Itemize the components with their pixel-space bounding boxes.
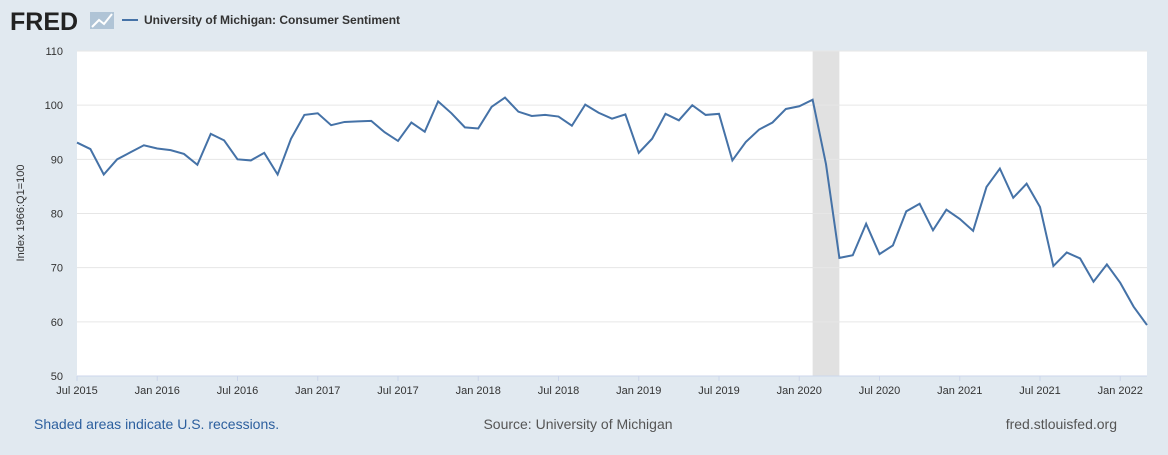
x-tick-label: Jan 2017 [295, 385, 340, 397]
series-line [76, 96, 1148, 326]
x-tick-label: Jan 2022 [1098, 385, 1143, 397]
y-tick-label: 100 [45, 100, 63, 112]
logo: FRED [10, 8, 78, 36]
x-tick-label: Jul 2018 [538, 385, 580, 397]
x-tick-label: Jan 2018 [456, 385, 501, 397]
x-tick-label: Jan 2020 [777, 385, 822, 397]
x-tick-label: Jul 2017 [377, 385, 419, 397]
source-note: Source: University of Michigan [483, 416, 672, 432]
y-tick-label: 80 [51, 209, 63, 221]
logo-icon [90, 12, 114, 29]
y-tick-label: 60 [51, 317, 63, 329]
x-tick-label: Jul 2019 [698, 385, 740, 397]
x-tick-label: Jul 2015 [56, 385, 98, 397]
y-tick-label: 110 [45, 46, 63, 58]
y-tick-label: 50 [51, 371, 63, 383]
x-tick-label: Jul 2016 [217, 385, 259, 397]
x-tick-label: Jan 2021 [937, 385, 982, 397]
recession-note[interactable]: Shaded areas indicate U.S. recessions. [34, 416, 279, 432]
y-axis-label: Index 1966:Q1=100 [15, 165, 27, 262]
x-tick-label: Jul 2020 [859, 385, 901, 397]
y-tick-label: 70 [51, 263, 63, 275]
legend-label: University of Michigan: Consumer Sentime… [144, 13, 400, 27]
y-tick-label: 90 [51, 154, 63, 166]
x-tick-label: Jan 2016 [135, 385, 180, 397]
site-note: fred.stlouisfed.org [1006, 416, 1117, 432]
x-tick-label: Jan 2019 [616, 385, 661, 397]
x-tick-label: Jul 2021 [1019, 385, 1061, 397]
